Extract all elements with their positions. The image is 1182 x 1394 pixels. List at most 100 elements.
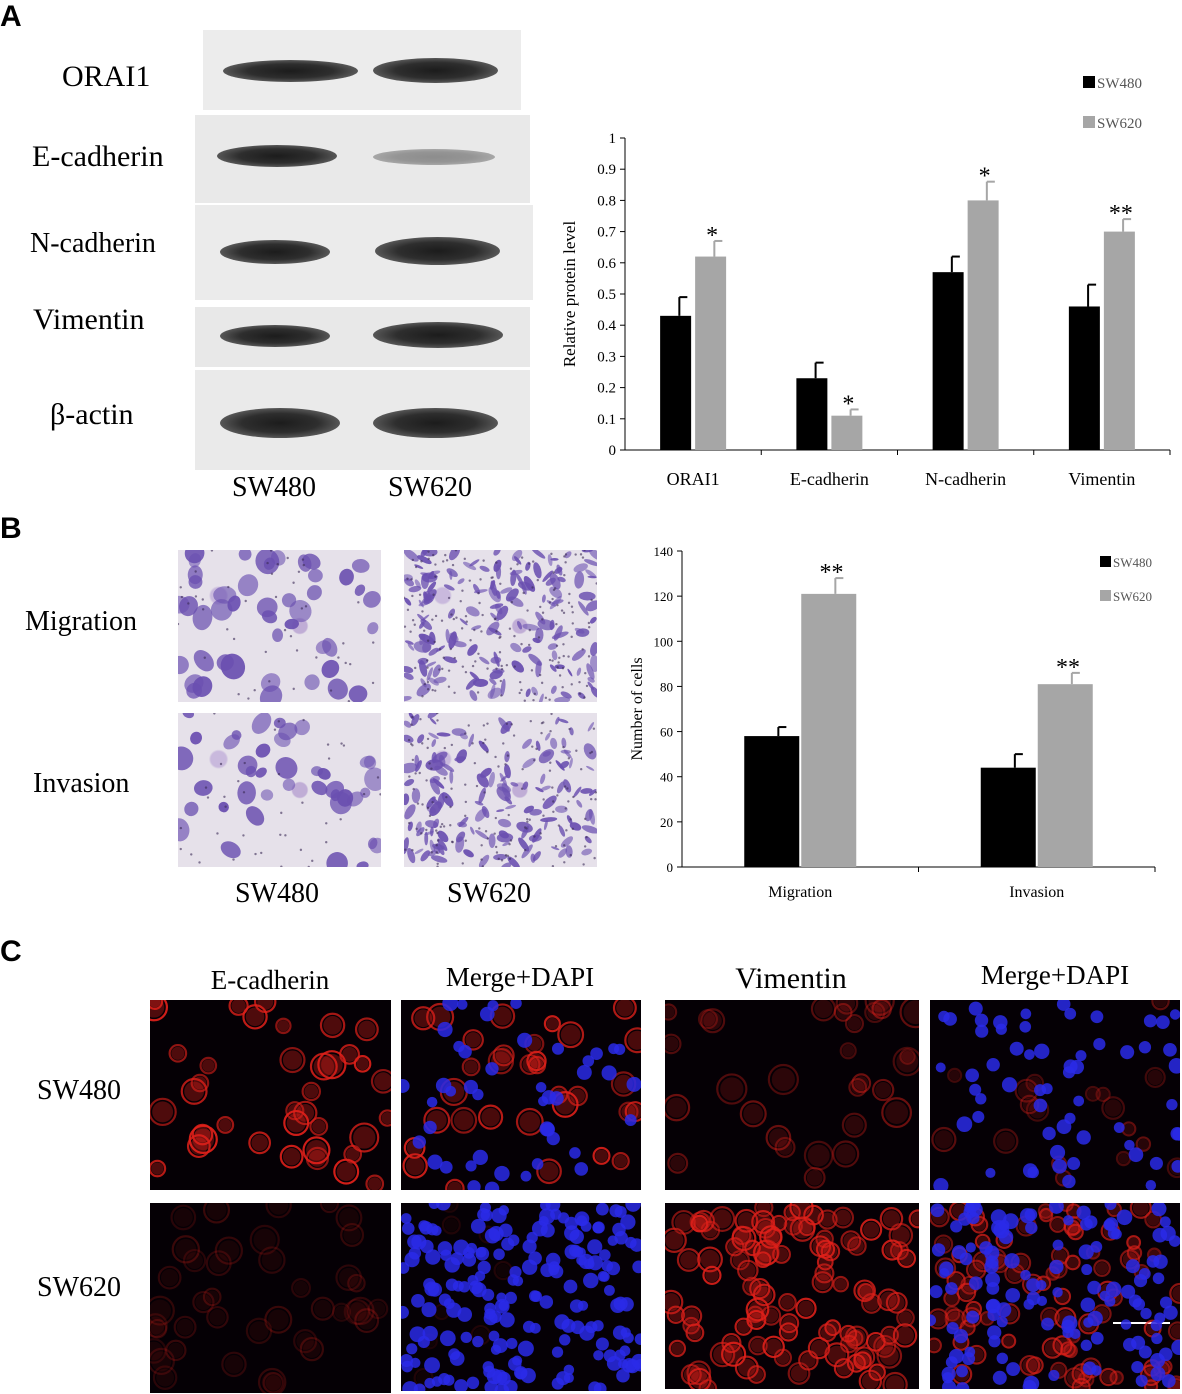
red-cell	[309, 1052, 338, 1081]
red-cell	[734, 1317, 753, 1336]
dapi-nucleus	[1027, 1166, 1039, 1179]
red-cytoplasm	[293, 1280, 309, 1296]
stained-cell	[541, 594, 546, 603]
dapi-nucleus	[419, 1221, 433, 1235]
membrane-pore	[408, 821, 411, 825]
membrane-pore	[481, 613, 484, 617]
membrane-pore	[414, 772, 417, 775]
stained-cell	[511, 550, 523, 562]
red-cytoplasm	[874, 1001, 889, 1017]
dapi-nucleus	[1020, 1008, 1032, 1020]
red-cell	[686, 1360, 712, 1386]
membrane-pore	[427, 550, 430, 553]
red-cytoplasm	[685, 1319, 698, 1332]
stained-cell	[511, 660, 524, 673]
chart-protein-level: 0 0.1 0.2 0.3 0.4 0.5 0.6 0.7 0.8 0.9 1 ORAI1 * E-cad…	[560, 76, 1171, 489]
red-cell	[202, 1203, 231, 1224]
red-cytoplasm	[349, 1276, 363, 1290]
dapi-nucleus	[492, 1338, 508, 1354]
red-cytoplasm	[296, 1332, 314, 1350]
dapi-nucleus	[945, 1282, 958, 1295]
stained-cell	[192, 604, 213, 631]
membrane-pore	[477, 652, 480, 656]
membrane-pore	[556, 603, 559, 607]
dapi-nucleus	[458, 1044, 472, 1059]
red-cytoplasm	[346, 1147, 360, 1161]
dapi-nucleus	[590, 1047, 603, 1060]
red-cytoplasm	[268, 1203, 289, 1215]
dapi-nucleus	[1156, 1015, 1170, 1029]
membrane-pore	[572, 795, 575, 799]
stained-cell	[416, 827, 425, 837]
blot-label-orai1: ORAI1	[62, 60, 151, 93]
blot-strip-beta-actin	[195, 370, 530, 470]
stained-cell	[531, 686, 539, 696]
dapi-nucleus	[987, 1325, 1002, 1340]
stained-cell	[521, 844, 533, 859]
membrane-pore	[434, 563, 437, 566]
red-cell	[892, 1046, 919, 1077]
dapi-nucleus	[1135, 1374, 1148, 1387]
membrane-pore	[406, 608, 410, 612]
fluor-ecad-sw620	[150, 1203, 391, 1393]
red-cell	[190, 1073, 210, 1093]
dapi-nucleus	[626, 1076, 641, 1092]
stained-cell	[407, 643, 415, 651]
red-cell	[734, 1208, 759, 1233]
red-cell	[173, 1315, 197, 1339]
red-cell	[1151, 1000, 1170, 1011]
dapi-nucleus	[1026, 1291, 1041, 1306]
membrane-pore	[589, 751, 592, 755]
red-cell	[760, 1305, 782, 1326]
dapi-nucleus	[1125, 1259, 1140, 1274]
dapi-nucleus	[504, 1291, 517, 1305]
red-cell	[763, 1228, 782, 1246]
stained-cell	[260, 789, 274, 801]
dapi-nucleus	[1052, 1287, 1063, 1298]
dapi-nucleus	[409, 1326, 426, 1343]
red-cytoplasm	[777, 1139, 793, 1155]
red-cytoplasm	[693, 1217, 706, 1230]
membrane-pore	[500, 664, 503, 668]
stained-cell	[489, 580, 496, 590]
membrane-pore	[563, 844, 566, 847]
dapi-nucleus	[488, 1226, 504, 1242]
stained-cell	[573, 786, 582, 798]
stained-cell	[192, 676, 213, 697]
membrane-pore	[493, 618, 497, 621]
membrane-pore	[426, 737, 430, 741]
membrane-pore	[509, 567, 513, 570]
red-cell	[896, 1308, 915, 1328]
dapi-nucleus	[460, 1331, 472, 1344]
red-cell	[1169, 1282, 1180, 1304]
membrane-pore	[449, 805, 452, 809]
stained-cell	[580, 788, 593, 794]
stained-cell	[542, 795, 557, 809]
red-cell	[700, 1008, 726, 1034]
stained-cell	[500, 775, 508, 782]
membrane-pore	[404, 596, 406, 600]
red-cell	[888, 1223, 914, 1248]
stained-cell	[550, 737, 558, 749]
red-cytoplasm	[447, 1181, 462, 1190]
dapi-nucleus	[1082, 1361, 1097, 1376]
membrane-pore	[362, 792, 366, 796]
dapi-nucleus	[479, 1203, 492, 1214]
red-cytoplasm	[202, 1059, 215, 1072]
stained-cell	[404, 778, 415, 787]
stained-cell	[558, 848, 568, 858]
dapi-nucleus	[437, 1021, 453, 1038]
red-cell	[1060, 1341, 1076, 1358]
red-cell	[729, 1250, 750, 1271]
bar-sw620	[1037, 684, 1093, 867]
red-cytoplasm	[851, 1080, 865, 1095]
membrane-pore	[551, 659, 554, 662]
dapi-nucleus	[569, 1244, 582, 1257]
membrane-pore	[431, 618, 434, 621]
red-cell	[245, 1317, 273, 1345]
bar-sw620	[1103, 231, 1135, 450]
red-cell	[319, 1012, 346, 1039]
bar-sw620	[695, 256, 727, 450]
dapi-nucleus	[557, 1212, 570, 1224]
red-cell	[1071, 1377, 1091, 1389]
